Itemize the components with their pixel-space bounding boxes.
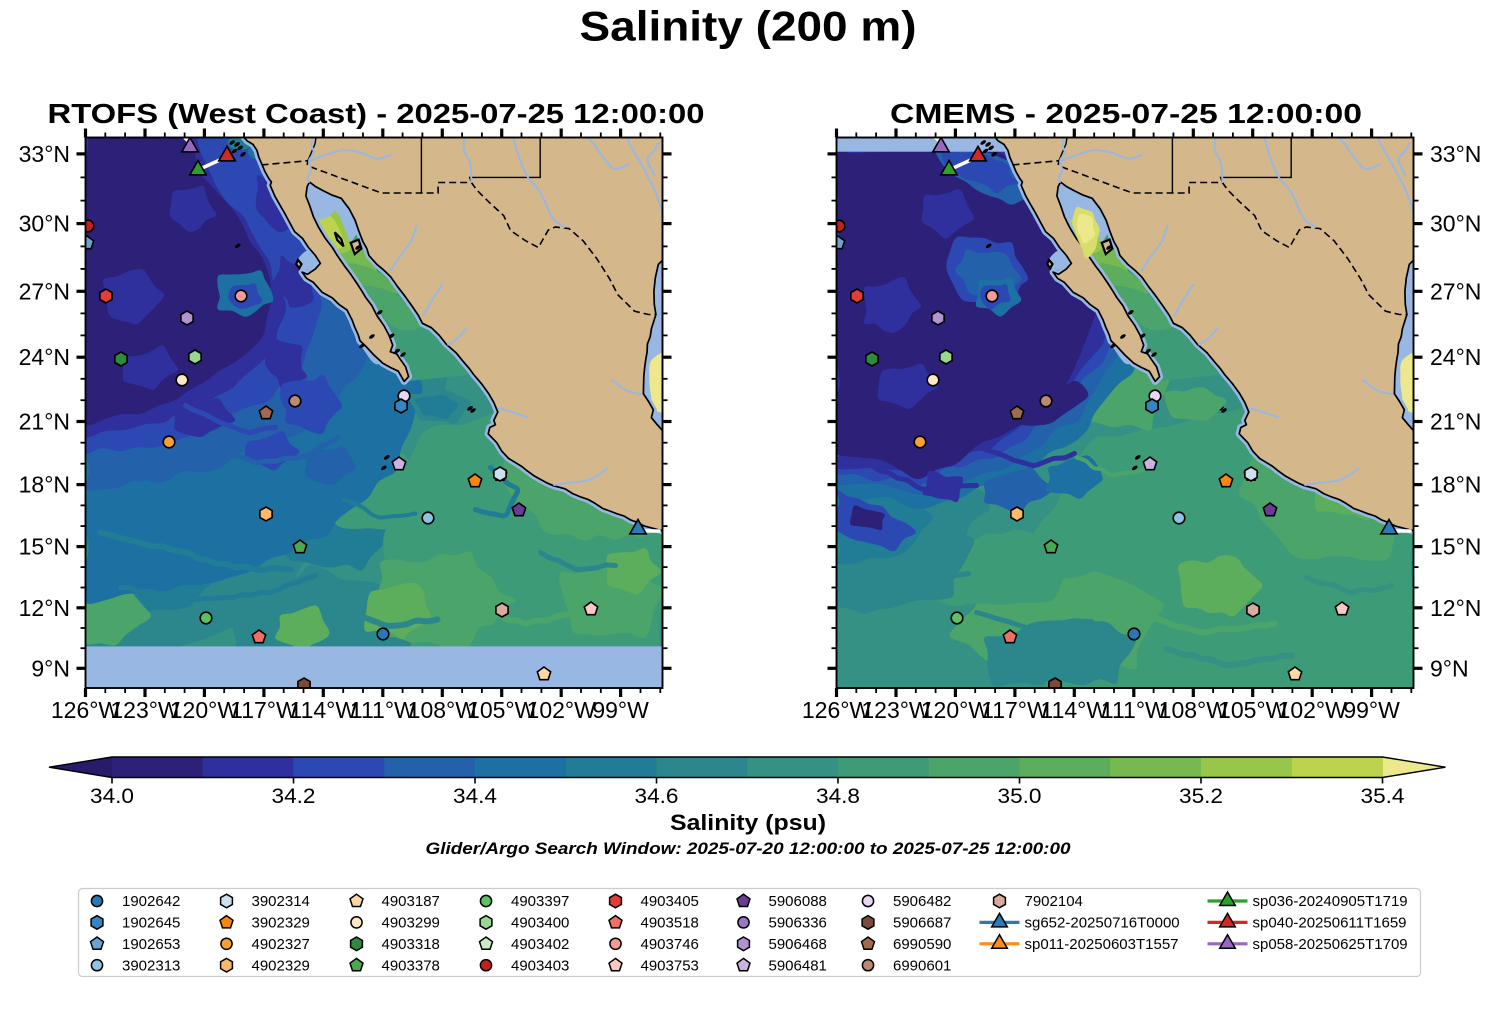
svg-text:15°N: 15°N xyxy=(19,534,70,560)
svg-text:35.2: 35.2 xyxy=(1179,785,1223,808)
svg-text:111°W: 111°W xyxy=(350,697,416,723)
svg-text:4903405: 4903405 xyxy=(641,893,699,910)
svg-text:105°W: 105°W xyxy=(467,697,537,723)
svg-text:sp040-20250611T1659: sp040-20250611T1659 xyxy=(1253,915,1407,932)
svg-text:5906481: 5906481 xyxy=(769,957,827,974)
svg-text:126°W: 126°W xyxy=(51,697,121,723)
svg-text:Salinity (psu): Salinity (psu) xyxy=(670,810,826,835)
svg-text:12°N: 12°N xyxy=(19,595,70,621)
svg-text:sp058-20250625T1709: sp058-20250625T1709 xyxy=(1253,936,1408,953)
svg-text:1902645: 1902645 xyxy=(122,915,180,932)
svg-text:21°N: 21°N xyxy=(19,409,70,435)
svg-text:120°W: 120°W xyxy=(921,697,991,723)
svg-text:34.4: 34.4 xyxy=(453,785,497,808)
svg-text:4903400: 4903400 xyxy=(511,915,569,932)
svg-text:114°W: 114°W xyxy=(290,697,358,723)
svg-text:5906468: 5906468 xyxy=(769,936,827,953)
svg-text:34.6: 34.6 xyxy=(635,785,679,808)
svg-text:3902313: 3902313 xyxy=(122,957,180,974)
svg-text:35.4: 35.4 xyxy=(1361,785,1405,808)
svg-text:sg652-20250716T0000: sg652-20250716T0000 xyxy=(1025,915,1180,932)
svg-text:108°W: 108°W xyxy=(1159,697,1229,723)
svg-text:6990601: 6990601 xyxy=(893,957,951,974)
svg-text:5906088: 5906088 xyxy=(769,893,827,910)
svg-text:CMEMS - 2025-07-25 12:00:00: CMEMS - 2025-07-25 12:00:00 xyxy=(890,98,1362,129)
svg-text:30°N: 30°N xyxy=(1430,211,1481,237)
svg-text:9°N: 9°N xyxy=(31,655,70,681)
svg-text:24°N: 24°N xyxy=(19,344,70,370)
svg-text:6990590: 6990590 xyxy=(893,936,951,953)
svg-text:30°N: 30°N xyxy=(19,211,70,237)
svg-text:18°N: 18°N xyxy=(19,472,70,498)
svg-text:33°N: 33°N xyxy=(19,141,70,167)
svg-text:120°W: 120°W xyxy=(170,697,240,723)
svg-text:18°N: 18°N xyxy=(1430,472,1481,498)
svg-text:123°W: 123°W xyxy=(110,697,180,723)
svg-text:123°W: 123°W xyxy=(861,697,931,723)
svg-text:5906482: 5906482 xyxy=(893,893,951,910)
svg-text:sp011-20250603T1557: sp011-20250603T1557 xyxy=(1025,936,1179,953)
svg-text:4903518: 4903518 xyxy=(641,915,699,932)
svg-text:117°W: 117°W xyxy=(230,697,298,723)
svg-text:33°N: 33°N xyxy=(1430,141,1481,167)
svg-text:114°W: 114°W xyxy=(1041,697,1109,723)
svg-text:sp036-20240905T1719: sp036-20240905T1719 xyxy=(1253,893,1408,910)
svg-text:4903403: 4903403 xyxy=(511,957,569,974)
svg-text:12°N: 12°N xyxy=(1430,595,1481,621)
svg-text:102°W: 102°W xyxy=(1278,697,1348,723)
svg-text:4903753: 4903753 xyxy=(641,957,699,974)
svg-text:99°W: 99°W xyxy=(592,697,649,723)
svg-text:34.2: 34.2 xyxy=(272,785,316,808)
svg-text:Salinity (200 m): Salinity (200 m) xyxy=(580,3,917,50)
svg-text:102°W: 102°W xyxy=(527,697,597,723)
svg-text:1902653: 1902653 xyxy=(122,936,180,953)
svg-text:21°N: 21°N xyxy=(1430,409,1481,435)
svg-text:35.0: 35.0 xyxy=(998,785,1042,808)
svg-text:126°W: 126°W xyxy=(802,697,872,723)
svg-text:3902314: 3902314 xyxy=(252,893,310,910)
svg-text:4902329: 4902329 xyxy=(252,957,310,974)
svg-text:15°N: 15°N xyxy=(1430,534,1481,560)
svg-text:105°W: 105°W xyxy=(1218,697,1288,723)
svg-text:RTOFS (West Coast) - 2025-07-2: RTOFS (West Coast) - 2025-07-25 12:00:00 xyxy=(48,98,705,129)
svg-text:24°N: 24°N xyxy=(1430,344,1481,370)
svg-text:4902327: 4902327 xyxy=(252,936,310,953)
svg-text:4903402: 4903402 xyxy=(511,936,569,953)
svg-text:34.0: 34.0 xyxy=(90,785,134,808)
svg-text:4903746: 4903746 xyxy=(641,936,699,953)
svg-text:9°N: 9°N xyxy=(1430,655,1469,681)
svg-text:Glider/Argo Search Window: 202: Glider/Argo Search Window: 2025-07-20 12… xyxy=(426,839,1072,858)
svg-text:27°N: 27°N xyxy=(19,278,70,304)
svg-text:4903397: 4903397 xyxy=(511,893,569,910)
svg-text:108°W: 108°W xyxy=(408,697,478,723)
svg-text:3902329: 3902329 xyxy=(252,915,310,932)
svg-text:4903187: 4903187 xyxy=(382,893,440,910)
svg-text:7902104: 7902104 xyxy=(1025,893,1083,910)
svg-text:99°W: 99°W xyxy=(1343,697,1400,723)
svg-text:111°W: 111°W xyxy=(1101,697,1167,723)
svg-text:5906336: 5906336 xyxy=(769,915,827,932)
svg-text:34.8: 34.8 xyxy=(816,785,860,808)
svg-text:27°N: 27°N xyxy=(1430,278,1481,304)
svg-text:117°W: 117°W xyxy=(981,697,1049,723)
svg-text:4903318: 4903318 xyxy=(382,936,440,953)
svg-text:4903378: 4903378 xyxy=(382,957,440,974)
svg-text:5906687: 5906687 xyxy=(893,915,951,932)
svg-text:1902642: 1902642 xyxy=(122,893,180,910)
svg-text:4903299: 4903299 xyxy=(382,915,440,932)
